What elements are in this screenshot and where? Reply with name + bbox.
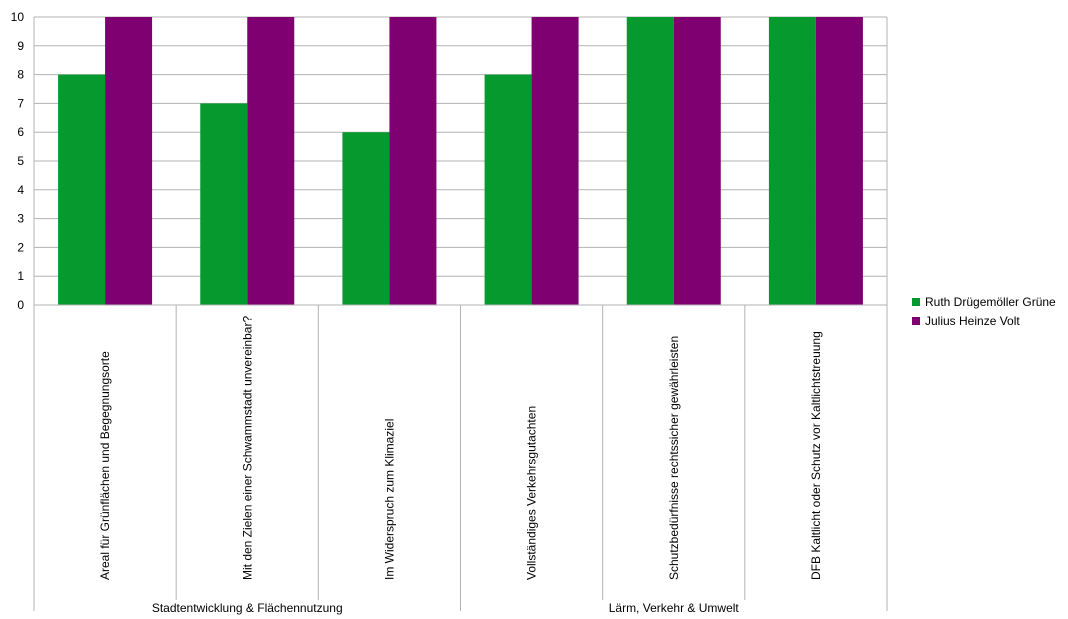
axes (33, 17, 888, 611)
legend-label: Julius Heinze Volt (925, 314, 1020, 328)
gridlines (34, 16, 887, 306)
category-label: Vollständiges Verkehrsgutachten (525, 406, 539, 580)
category-label: Schutzbedürfnisse rechtssicher gewährlei… (667, 336, 681, 580)
y-tick-label: 6 (17, 125, 24, 139)
bar (673, 17, 721, 305)
bar (626, 17, 674, 305)
bar (200, 103, 248, 306)
y-tick-label: 1 (17, 269, 24, 283)
bar (815, 17, 863, 305)
bar (484, 74, 532, 305)
category-label: Mit den Zielen einer Schwammstadt unvere… (240, 316, 254, 580)
bar (389, 17, 437, 305)
y-tick-label: 5 (17, 154, 24, 168)
bars (58, 17, 863, 306)
axis-labels: 0 1 2 3 4 5 6 7 8 9 10 Areal für Grünflächen und Be… (11, 10, 823, 615)
legend: Ruth Drügemöller Grüne Julius Heinze Volt (912, 295, 1056, 328)
y-tick-label: 9 (17, 39, 24, 53)
y-tick-label: 3 (17, 212, 24, 226)
category-label: Areal für Grünflächen und Begegnungsorte (98, 351, 112, 580)
bar (768, 17, 816, 305)
category-label: Im Widerspruch zum Klimaziel (382, 419, 396, 580)
bar (58, 74, 106, 305)
category-label: DFB Kaltlicht oder Schutz vor Kaltlichts… (809, 331, 823, 580)
group-label: Stadtentwicklung & Flächennutzung (152, 601, 343, 615)
y-tick-label: 4 (17, 183, 24, 197)
legend-swatch (912, 317, 920, 325)
bar (105, 17, 153, 305)
legend-label: Ruth Drügemöller Grüne (925, 295, 1056, 309)
y-tick-label: 0 (17, 298, 24, 312)
bar (531, 17, 579, 305)
bar (247, 17, 295, 305)
legend-swatch (912, 298, 920, 306)
y-tick-label: 2 (17, 240, 24, 254)
group-label: Lärm, Verkehr & Umwelt (609, 601, 740, 615)
y-tick-label: 10 (11, 10, 25, 24)
y-tick-label: 8 (17, 68, 24, 82)
bar (342, 132, 390, 305)
y-tick-label: 7 (17, 96, 24, 110)
